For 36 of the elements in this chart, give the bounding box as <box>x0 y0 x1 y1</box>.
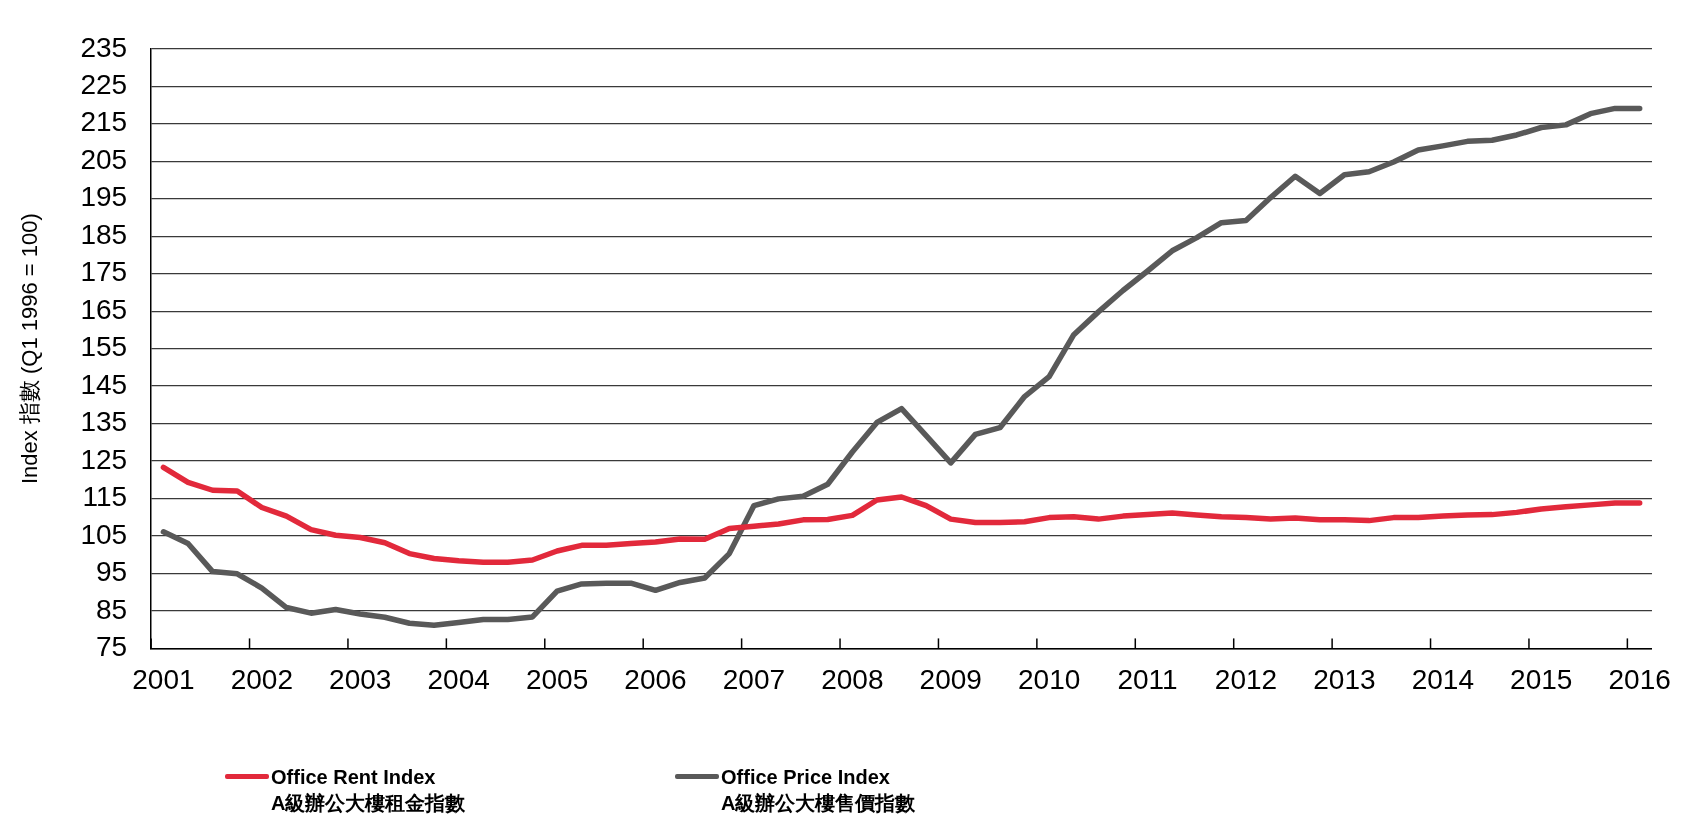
legend-label: Office Rent Index A級辦公大樓租金指數 <box>271 765 466 816</box>
y-tick-label: 125 <box>80 443 128 475</box>
y-tick-label: 165 <box>80 293 128 325</box>
y-tick-label: 175 <box>80 256 128 288</box>
y-axis-title: Index 指數 (Q1 1996 = 100) <box>17 213 43 485</box>
x-tick-label: 2016 <box>1608 663 1671 695</box>
y-tick-label: 105 <box>80 518 128 550</box>
y-tick-label: 195 <box>80 181 128 213</box>
y-tick-label: 205 <box>80 143 128 175</box>
y-tick-label: 155 <box>80 331 128 363</box>
y-tick-label: 95 <box>95 556 128 588</box>
x-tick-label: 2001 <box>132 663 195 695</box>
x-tick-label: 2015 <box>1510 663 1573 695</box>
y-tick-label: 115 <box>82 481 128 513</box>
y-tick-label: 185 <box>80 218 128 250</box>
y-tick-label: 225 <box>80 68 128 100</box>
legend-label: Office Price Index A級辦公大樓售價指數 <box>721 765 916 816</box>
x-tick-label: 2010 <box>1018 663 1081 695</box>
x-tick-label: 2013 <box>1313 663 1376 695</box>
x-tick-label: 2009 <box>919 663 982 695</box>
y-tick-label: 215 <box>80 106 128 138</box>
x-tick-label: 2008 <box>821 663 884 695</box>
y-tick-label: 135 <box>80 406 128 438</box>
x-tick-label: 2012 <box>1214 663 1278 695</box>
x-tick-label: 2003 <box>329 663 392 695</box>
y-tick-label: 75 <box>95 631 128 663</box>
x-tick-label: 2005 <box>525 663 589 695</box>
y-tick-label: 235 <box>80 31 128 63</box>
x-tick-label: 2006 <box>624 663 687 695</box>
x-tick-label: 2007 <box>722 663 786 695</box>
x-tick-label: 2014 <box>1411 663 1474 695</box>
x-tick-label: 2004 <box>427 663 490 695</box>
x-tick-label: 2011 <box>1117 663 1178 695</box>
y-tick-label: 85 <box>95 593 128 625</box>
y-tick-label: 145 <box>80 368 128 400</box>
x-tick-label: 2002 <box>230 663 293 695</box>
